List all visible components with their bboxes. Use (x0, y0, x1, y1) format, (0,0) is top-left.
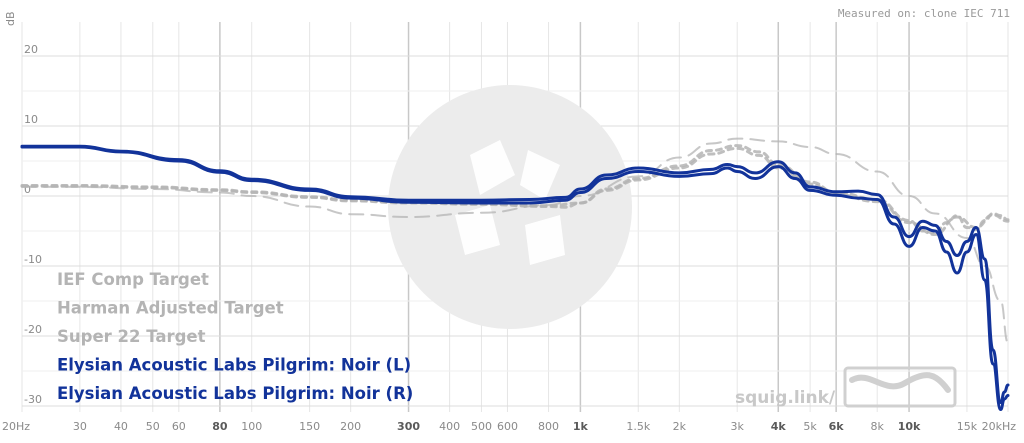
x-tick-label: 4k (771, 420, 787, 433)
y-tick-label: 20 (24, 43, 38, 56)
legend-entry[interactable]: IEF Comp Target (57, 270, 209, 289)
measured-on-label: Measured on: clone IEC 711 (838, 7, 1010, 20)
squig-link-text: squig.link/ (735, 388, 836, 408)
x-tick-label: 200 (340, 420, 361, 433)
x-tick-label: 1.5k (626, 420, 650, 433)
x-tick-label: 10k (898, 420, 921, 433)
legend-entry[interactable]: Harman Adjusted Target (57, 299, 284, 318)
x-tick-label: 1k (573, 420, 589, 433)
x-tick-label: 300 (397, 420, 420, 433)
series-line-0 (21, 137, 1009, 344)
series-line-4 (20, 144, 1010, 404)
y-axis-title: dB (4, 11, 17, 26)
x-tick-label: 30 (73, 420, 87, 433)
x-tick-label: 3k (731, 420, 745, 433)
legend-entry[interactable]: Elysian Acoustic Labs Pilgrim: Noir (L) (57, 356, 411, 375)
x-tick-label: 50 (146, 420, 160, 433)
legend: IEF Comp Target Harman Adjusted Target Sup… (57, 270, 413, 403)
x-tick-label: 20Hz (2, 420, 30, 433)
x-tick-label: 5k (803, 420, 817, 433)
y-tick-label: -10 (24, 253, 42, 266)
x-tick-label: 500 (471, 420, 492, 433)
x-tick-label: 100 (241, 420, 262, 433)
y-tick-label: -30 (24, 393, 42, 406)
x-tick-label: 600 (497, 420, 518, 433)
x-tick-label: 8k (871, 420, 885, 433)
curves (20, 137, 1010, 411)
x-tick-label: 2k (673, 420, 687, 433)
x-tick-label: 150 (299, 420, 320, 433)
squig-watermark: squig.link/ (735, 366, 957, 408)
y-tick-label: 0 (24, 183, 31, 196)
x-tick-label: 400 (439, 420, 460, 433)
y-axis-ticks: 20 10 0 -10 -20 -30 (24, 43, 42, 406)
legend-entry[interactable]: Super 22 Target (57, 327, 206, 346)
watermark-logo (388, 85, 632, 329)
x-tick-label: 60 (172, 420, 186, 433)
x-tick-label: 80 (212, 420, 228, 433)
x-axis-ticks: 20Hz 30 40 50 60 80 100 150 200 300 400 500 600 800 1k… (2, 420, 1016, 433)
legend-entry[interactable]: Elysian Acoustic Labs Pilgrim: Noir (R) (57, 384, 413, 403)
y-tick-label: -20 (24, 323, 42, 336)
x-tick-label: 6k (829, 420, 845, 433)
y-tick-label: 10 (24, 113, 38, 126)
x-tick-label: 20kHz (982, 420, 1017, 433)
y-axis-label: dB (4, 11, 17, 26)
squig-logo-wave (849, 372, 951, 393)
x-tick-label: 40 (114, 420, 128, 433)
squig-logo-box (843, 366, 957, 408)
series-line-2 (20, 146, 1010, 236)
x-tick-label: 15k (957, 420, 978, 433)
x-tick-label: 800 (538, 420, 559, 433)
